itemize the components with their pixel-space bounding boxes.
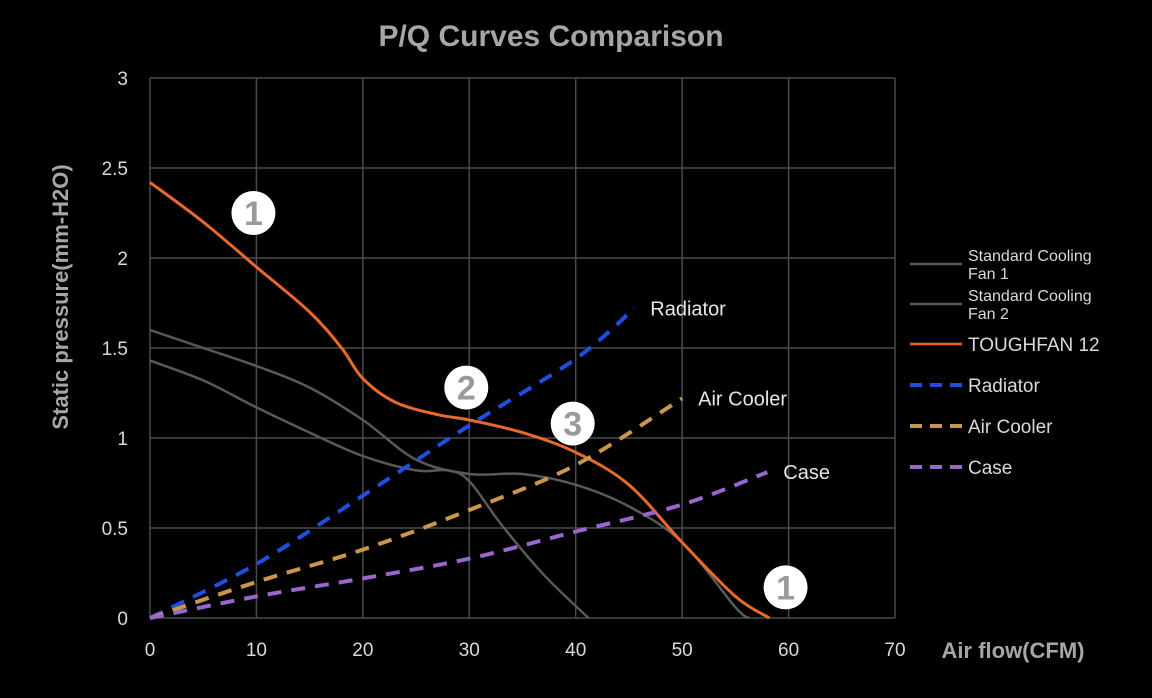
annotation-badge bbox=[763, 565, 808, 610]
y-tick-label: 0 bbox=[117, 609, 128, 630]
legend-label-standard-cooling-fan-2: Fan 2 bbox=[968, 306, 1009, 323]
annotation-badge-number: 3 bbox=[563, 406, 582, 444]
y-tick-label: 3 bbox=[117, 69, 128, 90]
legend-label-standard-cooling-fan-2: Standard Cooling bbox=[968, 288, 1092, 305]
series-layer bbox=[149, 181, 771, 620]
y-tick-label: 2.5 bbox=[102, 159, 128, 180]
annotation-badge bbox=[550, 401, 595, 446]
x-tick-label: 0 bbox=[145, 640, 156, 661]
x-tick-label: 50 bbox=[672, 640, 693, 661]
annotation-badge bbox=[444, 365, 489, 410]
y-tick-label: 2 bbox=[117, 249, 128, 270]
gridlines bbox=[149, 77, 896, 619]
annotation-badge bbox=[231, 191, 276, 235]
series-line-air-cooler bbox=[149, 396, 684, 620]
y-axis-title: Static pressure(mm-H2O) bbox=[48, 164, 73, 429]
x-tick-label: 20 bbox=[352, 640, 373, 661]
annotation-badge-number: 1 bbox=[776, 569, 795, 607]
legend-label-toughfan-12: TOUGHFAN 12 bbox=[968, 335, 1100, 356]
series-line-toughfan-12 bbox=[149, 181, 771, 620]
legend-label-air-cooler: Air Cooler bbox=[968, 417, 1053, 438]
legend-label-radiator: Radiator bbox=[968, 376, 1040, 397]
annotation-badge-number: 1 bbox=[244, 195, 263, 233]
legend-label-case: Case bbox=[968, 458, 1012, 479]
series-end-label-radiator: Radiator bbox=[650, 298, 726, 320]
series-end-label-case: Case bbox=[783, 462, 830, 484]
y-tick-label: 0.5 bbox=[102, 519, 128, 540]
legend-label-standard-cooling-fan-1: Fan 1 bbox=[968, 266, 1009, 283]
x-tick-label: 60 bbox=[778, 640, 799, 661]
series-line-standard-cooling-fan-2 bbox=[149, 359, 590, 619]
series-end-label-air-cooler: Air Cooler bbox=[698, 388, 787, 410]
series-end-labels: Radiator Air Cooler Case bbox=[650, 298, 830, 484]
x-axis-title: Air flow(CFM) bbox=[942, 638, 1085, 663]
annotation-badge-number: 2 bbox=[457, 370, 476, 408]
chart-title: P/Q Curves Comparison bbox=[378, 20, 723, 53]
x-tick-label: 40 bbox=[565, 640, 586, 661]
tick-labels: 0 10 20 30 40 50 60 70 0 0.5 1 1.5 2 2.5 3 bbox=[102, 69, 906, 661]
x-tick-label: 10 bbox=[246, 640, 267, 661]
series-line-radiator bbox=[149, 306, 636, 620]
annotation-badges: 1 2 3 1 bbox=[231, 191, 808, 610]
y-tick-label: 1.5 bbox=[102, 339, 128, 360]
y-tick-label: 1 bbox=[117, 429, 128, 450]
legend-label-standard-cooling-fan-1: Standard Cooling bbox=[968, 248, 1092, 265]
x-tick-label: 70 bbox=[884, 640, 905, 661]
x-tick-label: 30 bbox=[459, 640, 480, 661]
series-line-case bbox=[149, 470, 769, 620]
